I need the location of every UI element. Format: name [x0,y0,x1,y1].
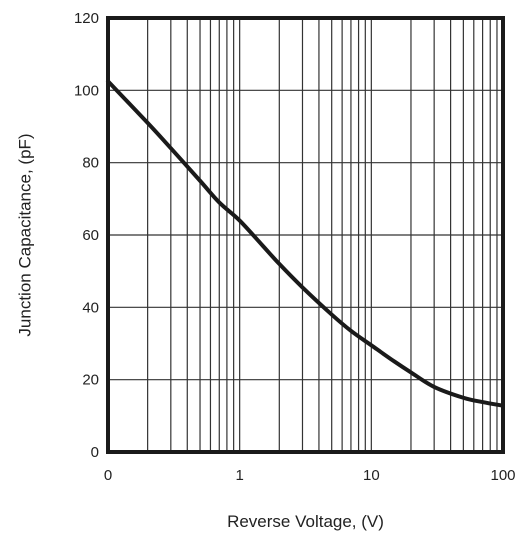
y-tick-label-4: 80 [82,155,99,172]
y-tick-label-3: 60 [82,227,99,244]
x-axis-title: Reverse Voltage, (V) [227,512,384,531]
y-tick-label-1: 20 [82,372,99,389]
y-tick-label-6: 120 [74,10,99,27]
capacitance-curve [106,79,505,408]
x-tick-label-1: 1 [235,467,243,484]
y-tick-label-0: 0 [91,444,99,461]
x-tick-label-3: 100 [490,467,515,484]
y-tick-label-2: 40 [82,299,99,316]
y-tick-label-5: 100 [74,82,99,99]
x-axis-ticks: 0 1 10 100 [104,467,516,484]
grid-lines [107,17,503,453]
x-tick-label-0: 0 [104,467,112,484]
y-axis-title: Junction Capacitance, (pF) [15,133,34,336]
x-tick-label-2: 10 [363,467,380,484]
y-axis-ticks: 0 20 40 60 80 100 120 [74,10,99,461]
plot-frame [106,16,505,454]
